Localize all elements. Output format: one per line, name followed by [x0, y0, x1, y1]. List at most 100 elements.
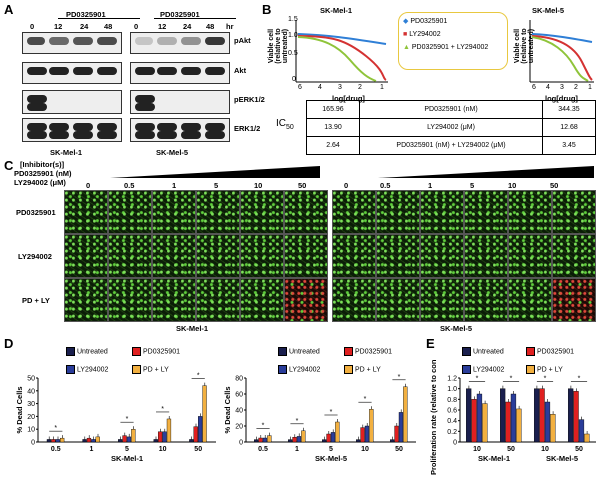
bar — [482, 403, 488, 443]
bar — [403, 386, 408, 443]
legend-label: PD0325901 — [355, 348, 392, 355]
micrograph-image — [108, 234, 152, 278]
legend: ◆ PD0325901 ■ LY294002 ▲ PD0325901 + LY2… — [398, 12, 508, 70]
micrograph-image — [332, 278, 376, 322]
legend-swatch — [462, 364, 471, 374]
micrograph-image — [284, 190, 328, 234]
bar — [398, 412, 404, 443]
significance-marker: * — [126, 416, 129, 423]
micrograph-grid — [64, 190, 600, 322]
legend-label: LY294002 — [409, 31, 441, 38]
legend: Untreated PD0325901 LY294002 PD + LY — [462, 340, 600, 376]
row-label: PD + LY — [22, 296, 50, 305]
plot-title: SK-Mel-5 — [532, 6, 565, 15]
bar — [510, 393, 517, 443]
divider — [154, 18, 236, 19]
dose-response-plots — [295, 20, 594, 83]
y-tick-label: 40 — [235, 408, 243, 415]
conc-label: 50 — [550, 181, 559, 190]
table-row: 13.90 LY294002 (μM) 12.68 — [306, 118, 596, 137]
bar — [153, 439, 158, 443]
legend-swatch — [278, 364, 287, 374]
panel-label-a: A — [4, 2, 14, 17]
panel-label-c: C — [4, 158, 14, 173]
table-cell: PD0325901 (nM) — [359, 100, 543, 119]
legend-label: PD0325901 — [410, 18, 448, 25]
bar — [550, 414, 556, 443]
x-tick-label: 10 — [361, 446, 369, 453]
bar — [505, 401, 511, 443]
conc-label: 50 — [298, 181, 307, 190]
y-tick-label: 20 — [235, 424, 243, 431]
bar — [95, 436, 100, 443]
bar — [254, 439, 259, 443]
time-unit-label: hr — [226, 22, 234, 31]
bar — [369, 409, 374, 443]
y-tick-label: 0.4 — [447, 418, 457, 425]
micrograph-image — [64, 234, 108, 278]
micrograph-image — [64, 278, 108, 322]
x-tick-label: 1 — [89, 446, 93, 453]
legend-swatch — [132, 346, 141, 356]
micrograph-image — [552, 278, 596, 322]
x-tick-label: 6 — [298, 84, 302, 91]
significance-marker: * — [544, 376, 547, 383]
blot-strip — [130, 118, 230, 142]
bar — [202, 385, 207, 443]
bar — [157, 431, 163, 443]
micrograph-image — [152, 190, 196, 234]
legend-swatch — [278, 346, 287, 356]
square-icon: ■ — [403, 31, 408, 38]
x-tick-label: 1 — [380, 84, 384, 91]
y-tick-label: 50 — [27, 376, 35, 383]
legend-label: PD + LY — [355, 366, 381, 373]
marker-label: pAkt — [234, 36, 251, 45]
x-tick-label: 3 — [560, 84, 564, 91]
legend-label: LY294002 — [473, 366, 505, 373]
timepoint-label: 48 — [206, 22, 215, 31]
conc-label: 5 — [470, 181, 475, 190]
micrograph-image — [464, 278, 508, 322]
legend-label: PD0325901 + LY294002 — [411, 44, 489, 51]
bar-chart-sk-mel-1: 0 10 20 30 40 50 0.5 * 1 5 * 10 * 50 * SK-Mel-1 % Dead C… — [15, 373, 216, 463]
x-tick-label: 10 — [159, 446, 167, 453]
conc-label: 1 — [172, 181, 177, 190]
x-tick-label: 10 — [541, 446, 549, 453]
y-tick-label: 40 — [27, 388, 35, 395]
legend-swatch — [526, 364, 535, 374]
group-label: SK-Mel-5 — [546, 454, 578, 463]
significance-marker: * — [398, 374, 401, 381]
legend: Untreated PD0325901 LY294002 PD + LY — [66, 340, 206, 376]
western-blot — [22, 32, 230, 144]
ic50-label-subscript: 50 — [286, 124, 294, 131]
timepoint-label: 48 — [104, 22, 113, 31]
significance-marker: * — [578, 376, 581, 383]
diamond-icon: ◆ — [403, 18, 409, 25]
micrograph-image — [240, 278, 284, 322]
divider — [58, 18, 140, 19]
micrograph-image — [64, 190, 108, 234]
significance-marker: * — [364, 396, 367, 403]
y-tick-label: 0 — [292, 76, 296, 83]
bar — [60, 437, 65, 443]
cell-line-label: SK-Mel-1 — [50, 148, 83, 157]
conc-label: 1 — [428, 181, 433, 190]
blot-strip — [22, 90, 122, 114]
significance-marker: * — [510, 376, 513, 383]
bar — [326, 433, 331, 443]
conc-label: 10 — [508, 181, 517, 190]
y-tick-label: 0.6 — [447, 408, 457, 415]
legend-label: Untreated — [289, 348, 320, 355]
x-tick-label: 2 — [574, 84, 578, 91]
bar-chart-proliferation: 0 0.2 0.4 0.6 0.8 1.0 1.2 10 * 50 * 10 * 50 * Prolifera… — [429, 360, 596, 475]
micrograph-image — [152, 234, 196, 278]
micrograph-image — [508, 190, 552, 234]
bar — [330, 432, 336, 443]
x-tick-label: 5 — [329, 446, 333, 453]
y-tick-label: 1.2 — [447, 376, 457, 383]
legend-swatch — [344, 364, 353, 374]
timepoint-label: 0 — [30, 22, 35, 31]
significance-marker: * — [330, 409, 333, 416]
bar — [86, 437, 92, 443]
cell-line-label: SK-Mel-5 — [440, 324, 473, 333]
